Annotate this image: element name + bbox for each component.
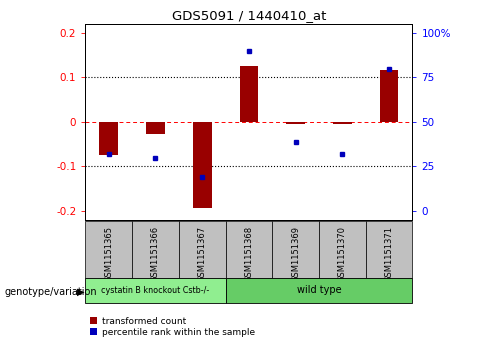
Text: GSM1151370: GSM1151370: [338, 226, 347, 282]
Text: ▶: ▶: [77, 287, 84, 297]
Text: genotype/variation: genotype/variation: [5, 287, 98, 297]
Bar: [85, 278, 225, 303]
Bar: [132, 221, 179, 278]
Text: cystatin B knockout Cstb-/-: cystatin B knockout Cstb-/-: [102, 286, 209, 295]
Bar: [225, 278, 412, 303]
Bar: [179, 221, 225, 278]
Bar: [319, 221, 366, 278]
Bar: [333, 122, 352, 124]
Bar: [225, 221, 272, 278]
Bar: [240, 66, 258, 122]
Text: wild type: wild type: [297, 285, 341, 295]
Bar: [380, 70, 398, 122]
Bar: [85, 221, 132, 278]
Text: GSM1151367: GSM1151367: [198, 226, 207, 282]
Text: GSM1151371: GSM1151371: [385, 226, 393, 282]
Bar: [193, 122, 211, 208]
Text: GSM1151366: GSM1151366: [151, 226, 160, 282]
Text: GSM1151368: GSM1151368: [244, 226, 253, 282]
Text: GSM1151365: GSM1151365: [104, 226, 113, 282]
Text: GSM1151369: GSM1151369: [291, 226, 300, 282]
Bar: [146, 122, 165, 134]
Bar: [100, 122, 118, 155]
Legend: transformed count, percentile rank within the sample: transformed count, percentile rank withi…: [90, 317, 255, 337]
Bar: [272, 221, 319, 278]
Bar: [286, 122, 305, 124]
Bar: [366, 221, 412, 278]
Title: GDS5091 / 1440410_at: GDS5091 / 1440410_at: [172, 9, 326, 23]
